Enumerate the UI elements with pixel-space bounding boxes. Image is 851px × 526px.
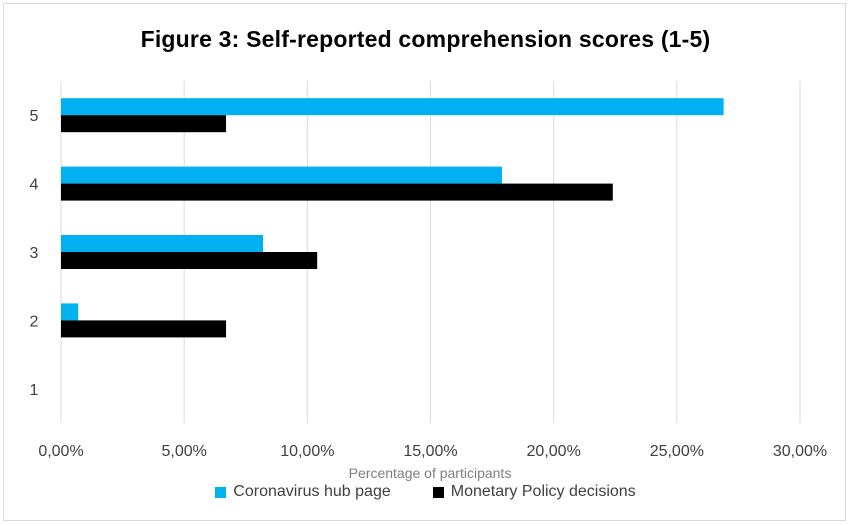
legend-label-coronavirus: Coronavirus hub page bbox=[233, 483, 391, 500]
chart-title: Figure 3: Self-reported comprehension sc… bbox=[140, 26, 711, 52]
legend: Coronavirus hub page Monetary Policy dec… bbox=[0, 483, 851, 501]
x-tick-label: 20,00% bbox=[527, 443, 581, 460]
bar bbox=[61, 235, 263, 252]
bar bbox=[61, 183, 613, 201]
y-tick-label: 1 bbox=[30, 382, 39, 399]
bar bbox=[61, 115, 227, 133]
legend-swatch-coronavirus bbox=[215, 486, 227, 498]
y-tick-label: 4 bbox=[30, 177, 39, 194]
x-tick-label: 15,00% bbox=[403, 443, 457, 460]
y-tick-label: 5 bbox=[30, 108, 39, 125]
legend-item-monetary-policy: Monetary Policy decisions bbox=[432, 483, 636, 501]
y-tick-label: 2 bbox=[30, 313, 39, 330]
x-tick-label: 30,00% bbox=[773, 443, 827, 460]
bar bbox=[61, 303, 79, 321]
bar bbox=[61, 320, 227, 338]
x-tick-label: 10,00% bbox=[280, 443, 334, 460]
bar bbox=[61, 98, 724, 116]
legend-item-coronavirus: Coronavirus hub page bbox=[215, 483, 391, 501]
x-tick-label: 0,00% bbox=[38, 443, 83, 460]
x-tick-label: 25,00% bbox=[650, 443, 704, 460]
x-axis-label: Percentage of participants bbox=[349, 465, 512, 481]
legend-label-monetary-policy: Monetary Policy decisions bbox=[450, 483, 636, 500]
y-tick-label: 3 bbox=[30, 245, 39, 262]
x-tick-label: 5,00% bbox=[161, 443, 206, 460]
legend-swatch-monetary-policy bbox=[432, 486, 444, 498]
bar bbox=[61, 166, 502, 184]
bar bbox=[61, 252, 318, 269]
